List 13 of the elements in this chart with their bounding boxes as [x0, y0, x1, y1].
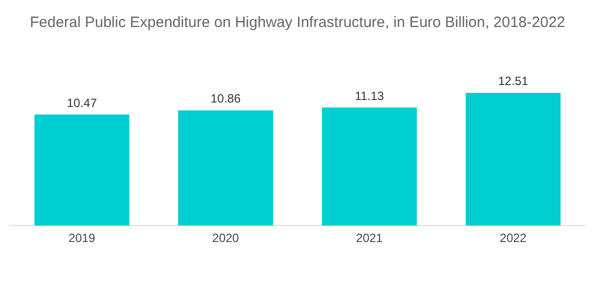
- x-tick-label: 2019: [68, 231, 96, 246]
- bar: [34, 114, 130, 226]
- data-label: 10.47: [66, 96, 98, 110]
- x-tick-label: 2021: [356, 231, 384, 246]
- bar: [322, 107, 417, 226]
- data-label: 11.13: [354, 88, 384, 103]
- x-tick-label: 2022: [500, 231, 527, 246]
- x-tick-label: 2020: [212, 231, 240, 246]
- data-label: 10.86: [210, 92, 241, 106]
- chart-title: Federal Public Expenditure on Highway Infrastructure, in Euro Billion, 2018-2022: [30, 14, 566, 32]
- bar: [466, 92, 561, 226]
- data-label: 12.51: [498, 74, 528, 88]
- bar: [178, 110, 274, 226]
